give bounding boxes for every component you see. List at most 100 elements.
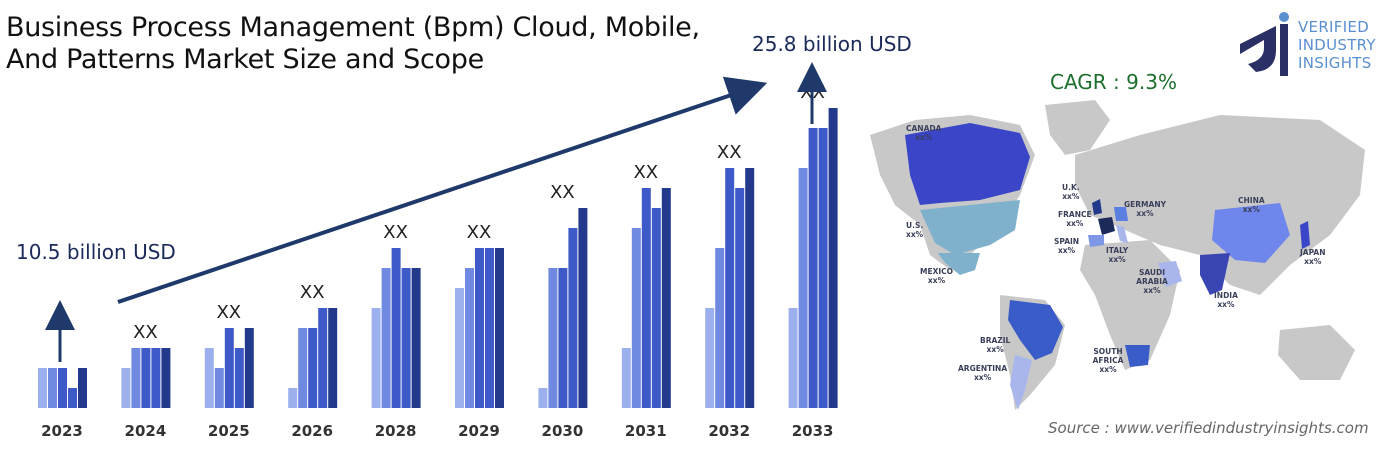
x-tick-2024: 2024 bbox=[125, 422, 167, 440]
australia-base bbox=[1278, 325, 1355, 380]
bar-2029-s3 bbox=[475, 248, 484, 408]
bar-2032-s4 bbox=[735, 188, 745, 408]
bar-2024-s2 bbox=[131, 348, 141, 408]
label-japan: JAPAN xx% bbox=[1300, 248, 1326, 266]
bar-label-2028: XX bbox=[383, 222, 408, 243]
bar-2031-s1 bbox=[621, 348, 631, 408]
label-brazil: BRAZIL xx% bbox=[980, 336, 1011, 354]
bar-2026-s4 bbox=[318, 308, 328, 408]
germany-shape bbox=[1114, 207, 1128, 221]
labels-group: 2023 2024 XX 2025 XX 2026 XX 2028 XX 2029 XX 2030 XX… bbox=[41, 82, 833, 440]
bar-2023-s2 bbox=[48, 368, 57, 408]
bar-2025-s4 bbox=[234, 348, 244, 408]
x-tick-2025: 2025 bbox=[208, 422, 250, 440]
bar-label-2029: XX bbox=[467, 222, 492, 243]
bar-2032-s1 bbox=[705, 308, 715, 408]
usa-shape bbox=[920, 200, 1020, 255]
bar-2031-s4 bbox=[651, 208, 661, 408]
bar-2024-s4 bbox=[151, 348, 161, 408]
logo-line-3: INSIGHTS bbox=[1298, 54, 1372, 72]
label-china: CHINA xx% bbox=[1238, 196, 1265, 214]
bar-2030-s5 bbox=[578, 208, 588, 408]
bar-2031-s5 bbox=[661, 188, 671, 408]
world-map bbox=[870, 100, 1365, 410]
label-uk: U.K. xx% bbox=[1062, 183, 1080, 201]
x-tick-2031: 2031 bbox=[625, 422, 667, 440]
bars-group bbox=[38, 108, 838, 408]
bar-2030-s2 bbox=[548, 268, 558, 408]
eurasia-base bbox=[1075, 115, 1365, 295]
label-india: INDIA xx% bbox=[1214, 291, 1238, 309]
bar-2023-s1 bbox=[38, 368, 47, 408]
bar-2025-s2 bbox=[214, 368, 224, 408]
saudi-shape bbox=[1158, 261, 1182, 287]
bar-2031-s3 bbox=[641, 188, 651, 408]
label-argentina: ARGENTINA xx% bbox=[958, 364, 1008, 382]
south-africa-shape bbox=[1125, 345, 1150, 367]
mexico-shape bbox=[938, 253, 980, 275]
bar-chart: 2023 2024 XX 2025 XX 2026 XX 2028 XX 2029 XX 2030 XX… bbox=[38, 62, 838, 440]
bar-2023-s5 bbox=[78, 368, 87, 408]
logo-text: VERIFIED INDUSTRY INSIGHTS bbox=[1298, 18, 1376, 72]
africa-base bbox=[1080, 240, 1180, 370]
bar-2025-s1 bbox=[204, 348, 214, 408]
india-shape bbox=[1200, 253, 1230, 295]
bar-2026-s2 bbox=[298, 328, 308, 408]
x-tick-2023: 2023 bbox=[41, 422, 83, 440]
label-canada: CANADA xx% bbox=[906, 124, 942, 142]
bar-2024-s5 bbox=[161, 348, 171, 408]
bar-2028-s5 bbox=[411, 268, 421, 408]
bar-2030-s3 bbox=[558, 268, 568, 408]
trend-arrow bbox=[117, 76, 768, 304]
bar-2028-s4 bbox=[401, 268, 411, 408]
label-mexico: MEXICO xx% bbox=[920, 267, 954, 285]
bar-2033-s2 bbox=[798, 168, 808, 408]
bar-2029-s4 bbox=[485, 248, 494, 408]
bar-2029-s2 bbox=[465, 268, 474, 408]
label-us: U.S. xx% bbox=[906, 221, 924, 239]
bar-2025-s3 bbox=[224, 328, 234, 408]
bar-2033-s4 bbox=[818, 128, 828, 408]
france-shape bbox=[1098, 217, 1115, 235]
bar-2029-s5 bbox=[495, 248, 504, 408]
bar-label-2030: XX bbox=[550, 182, 575, 203]
bar-2028-s1 bbox=[371, 308, 381, 408]
x-tick-2033: 2033 bbox=[792, 422, 834, 440]
bar-2029-s1 bbox=[455, 288, 464, 408]
brazil-shape bbox=[1008, 300, 1063, 360]
label-spain: SPAIN xx% bbox=[1054, 237, 1080, 255]
logo-line-2: INDUSTRY bbox=[1298, 36, 1376, 54]
cagr-label: CAGR : 9.3% bbox=[1050, 70, 1177, 94]
x-tick-2029: 2029 bbox=[458, 422, 500, 440]
label-italy: ITALY xx% bbox=[1106, 246, 1129, 264]
greenland-shape bbox=[1045, 100, 1110, 155]
x-tick-2026: 2026 bbox=[291, 422, 333, 440]
label-south-africa: SOUTH AFRICA xx% bbox=[1092, 347, 1124, 374]
bar-2033-s1 bbox=[788, 308, 798, 408]
bar-2032-s2 bbox=[715, 248, 725, 408]
japan-shape bbox=[1300, 221, 1310, 249]
x-tick-2032: 2032 bbox=[708, 422, 750, 440]
bar-2031-s2 bbox=[631, 228, 641, 408]
bar-2024-s1 bbox=[121, 368, 131, 408]
bar-2032-s3 bbox=[725, 168, 735, 408]
bar-2030-s1 bbox=[538, 388, 548, 408]
logo-line-1: VERIFIED bbox=[1298, 18, 1370, 36]
bar-2028-s2 bbox=[381, 268, 391, 408]
bar-label-2025: XX bbox=[216, 302, 241, 323]
bar-2024-s3 bbox=[141, 348, 151, 408]
china-shape bbox=[1212, 203, 1290, 263]
label-saudi: SAUDI ARABIA xx% bbox=[1136, 268, 1168, 295]
bar-2033-s3 bbox=[808, 128, 818, 408]
bar-2025-s5 bbox=[244, 328, 254, 408]
spain-shape bbox=[1088, 235, 1104, 247]
bar-2023-s4 bbox=[68, 388, 77, 408]
bar-label-2031: XX bbox=[633, 162, 658, 183]
italy-shape bbox=[1116, 225, 1128, 243]
bar-2030-s4 bbox=[568, 228, 578, 408]
start-value-label: 10.5 billion USD bbox=[16, 240, 176, 264]
bar-label-2026: XX bbox=[300, 282, 325, 303]
title-line-1: Business Process Management (Bpm) Cloud,… bbox=[6, 12, 700, 43]
label-france: FRANCE xx% bbox=[1058, 210, 1092, 228]
bar-2028-s3 bbox=[391, 248, 401, 408]
